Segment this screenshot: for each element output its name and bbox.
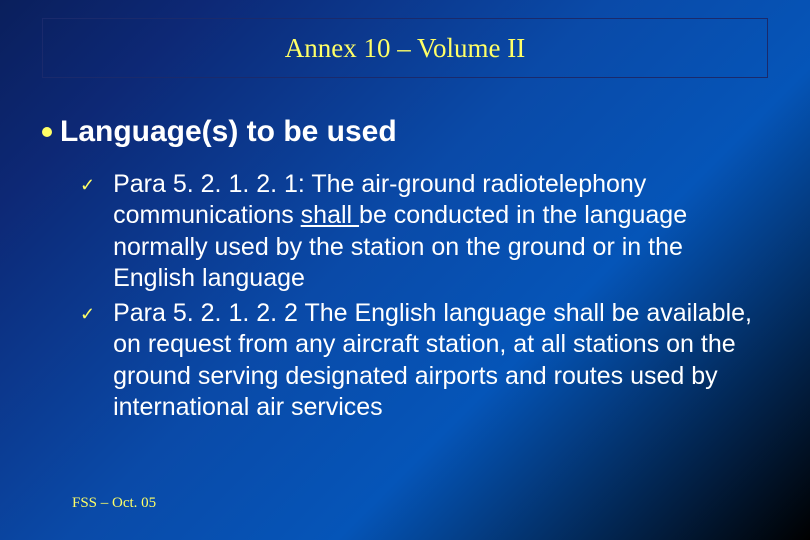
para-ref: Para 5. 2. 1. 2. 2 (113, 299, 304, 327)
list-item: ✓ Para 5. 2. 1. 2. 2 The English languag… (80, 298, 768, 423)
slide-title: Annex 10 – Volume II (285, 33, 525, 64)
heading-row: Language(s) to be used (42, 115, 768, 149)
check-icon: ✓ (80, 304, 95, 325)
item-text: Para 5. 2. 1. 2. 2 The English language … (113, 298, 768, 423)
footer-text: FSS – Oct. 05 (72, 495, 156, 512)
bullet-icon (42, 127, 52, 137)
para-ref: Para 5. 2. 1. 2. 1: (113, 170, 311, 198)
title-box: Annex 10 – Volume II (42, 18, 768, 78)
item-text: Para 5. 2. 1. 2. 1: The air-ground radio… (113, 169, 768, 294)
list-item: ✓ Para 5. 2. 1. 2. 1: The air-ground rad… (80, 169, 768, 294)
body-underlined: shall (301, 201, 359, 229)
check-icon: ✓ (80, 175, 95, 196)
content-area: Language(s) to be used ✓ Para 5. 2. 1. 2… (42, 115, 768, 427)
heading-text: Language(s) to be used (60, 115, 397, 149)
